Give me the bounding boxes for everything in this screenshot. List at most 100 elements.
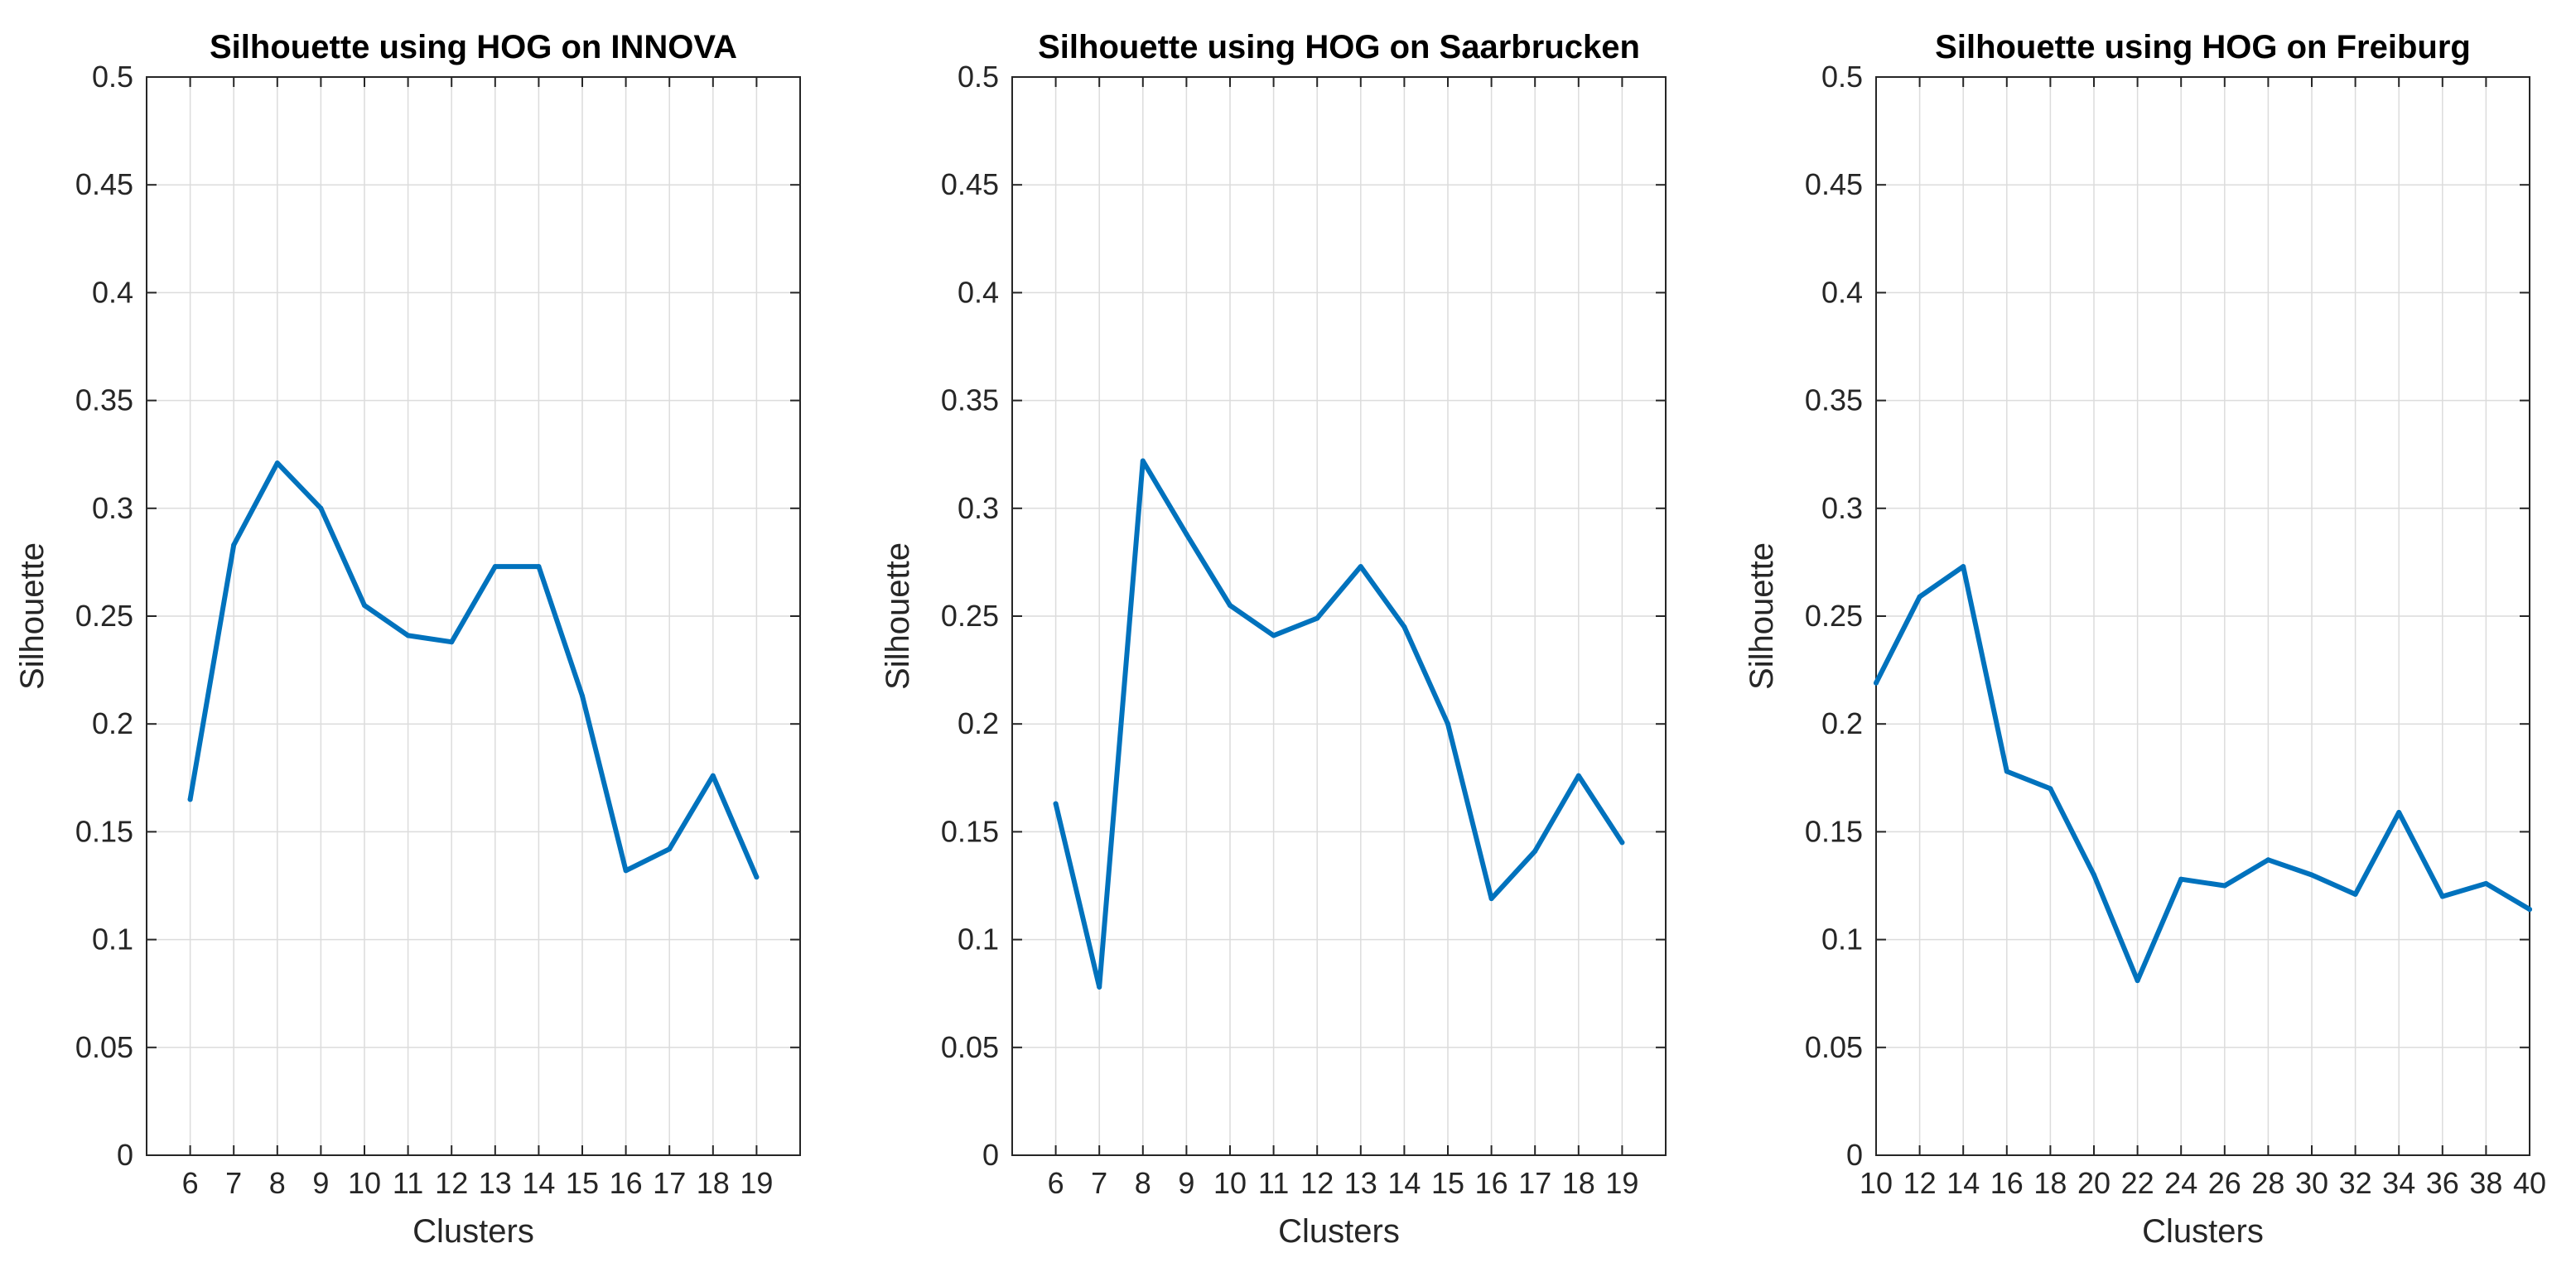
x-tick-label: 34 [2382, 1166, 2415, 1200]
y-tick-label: 0.05 [75, 1030, 133, 1064]
data-point [1053, 801, 1059, 807]
data-point [2483, 880, 2489, 886]
axes-box [1875, 76, 2530, 1156]
data-point [2091, 872, 2096, 878]
x-tick-label: 36 [2426, 1166, 2459, 1200]
axes-box [1011, 76, 1667, 1156]
x-tick-label: 20 [2077, 1166, 2110, 1200]
x-tick-label: 12 [435, 1166, 468, 1200]
x-tick-label: 22 [2121, 1166, 2154, 1200]
x-tick-label: 26 [2208, 1166, 2241, 1200]
data-point [1961, 564, 1966, 570]
y-tick-label: 0.45 [1805, 167, 1863, 201]
y-tick-label: 0 [982, 1138, 999, 1172]
data-point [449, 639, 455, 645]
x-tick-label: 32 [2339, 1166, 2372, 1200]
x-axis-label: Clusters [1278, 1213, 1400, 1250]
data-point [1184, 532, 1189, 537]
data-point [580, 693, 585, 699]
data-point [1401, 624, 1407, 630]
x-tick-label: 14 [1387, 1166, 1421, 1200]
data-point [1097, 984, 1102, 990]
y-tick-label: 0.25 [941, 599, 999, 633]
x-tick-label: 11 [1258, 1166, 1289, 1200]
x-tick-label: 9 [312, 1166, 329, 1200]
y-tick-label: 0.1 [958, 923, 999, 956]
x-tick-label: 18 [1562, 1166, 1595, 1200]
y-tick-label: 0.25 [1805, 599, 1863, 633]
data-point [1315, 615, 1320, 621]
data-point [318, 505, 324, 511]
data-point [710, 773, 716, 778]
series-line [1874, 564, 2532, 984]
x-tick-label: 19 [1605, 1166, 1638, 1200]
y-tick-label: 0.3 [1821, 491, 1863, 525]
x-tick-label: 10 [348, 1166, 381, 1200]
x-tick-label: 15 [566, 1166, 599, 1200]
data-point [1532, 848, 1538, 854]
data-point [623, 868, 629, 874]
x-tick-label: 15 [1431, 1166, 1464, 1200]
data-point [187, 797, 193, 802]
y-axis-label: Silhouette [1744, 542, 1780, 690]
data-point [1488, 896, 1494, 902]
data-point [2221, 883, 2227, 889]
data-point [2135, 978, 2140, 984]
y-tick-label: 0.35 [941, 383, 999, 417]
y-axis-label: Silhouette [880, 542, 916, 690]
chart-title: Silhouette using HOG on Freiburg [1935, 29, 2471, 65]
data-point [2396, 809, 2402, 815]
data-point [2048, 786, 2053, 792]
y-tick-label: 0.4 [1821, 275, 1863, 309]
y-tick-label: 0.5 [958, 60, 999, 94]
data-point [2004, 768, 2009, 774]
data-point [2265, 857, 2271, 863]
x-tick-label: 16 [1475, 1166, 1508, 1200]
series-line [187, 460, 760, 880]
x-tick-label: 19 [740, 1166, 773, 1200]
x-tick-label: 18 [2033, 1166, 2067, 1200]
x-tick-label: 13 [1344, 1166, 1377, 1200]
x-tick-label: 6 [1048, 1166, 1064, 1200]
data-point [2439, 894, 2445, 899]
y-tick-label: 0.35 [1805, 383, 1863, 417]
axes-box [146, 76, 801, 1156]
x-tick-label: 8 [269, 1166, 286, 1200]
x-tick-label: 13 [479, 1166, 512, 1200]
x-tick-label: 10 [1213, 1166, 1247, 1200]
y-tick-label: 0.3 [92, 491, 133, 525]
data-point [405, 633, 411, 638]
y-tick-label: 0.5 [1821, 60, 1863, 94]
x-tick-label: 17 [1518, 1166, 1551, 1200]
data-point [754, 874, 760, 880]
y-tick-label: 0.5 [92, 60, 133, 94]
x-tick-label: 40 [2513, 1166, 2546, 1200]
y-tick-label: 0.45 [75, 167, 133, 201]
x-tick-label: 10 [1860, 1166, 1893, 1200]
data-point [1358, 564, 1363, 570]
x-tick-label: 6 [182, 1166, 199, 1200]
x-axis-label: Clusters [2142, 1213, 2264, 1250]
x-axis-label: Clusters [412, 1213, 534, 1250]
x-tick-label: 18 [697, 1166, 730, 1200]
data-point [1917, 594, 1922, 600]
x-tick-label: 16 [610, 1166, 643, 1200]
y-tick-label: 0.15 [1805, 814, 1863, 848]
data-point [1271, 633, 1276, 638]
x-tick-label: 28 [2251, 1166, 2284, 1200]
y-tick-label: 0.05 [1805, 1030, 1863, 1064]
x-tick-label: 17 [653, 1166, 686, 1200]
data-point [536, 564, 542, 570]
x-tick-label: 7 [1091, 1166, 1107, 1200]
y-tick-label: 0.05 [941, 1030, 999, 1064]
x-tick-label: 8 [1135, 1166, 1151, 1200]
data-point [492, 564, 498, 570]
y-tick-label: 0.2 [1821, 706, 1863, 740]
chart-title: Silhouette using HOG on Saarbrucken [1038, 29, 1640, 65]
data-point [667, 846, 673, 852]
y-tick-label: 0.1 [1821, 923, 1863, 956]
data-point [1619, 840, 1625, 846]
data-point [1874, 680, 1879, 686]
y-tick-label: 0.15 [941, 814, 999, 848]
